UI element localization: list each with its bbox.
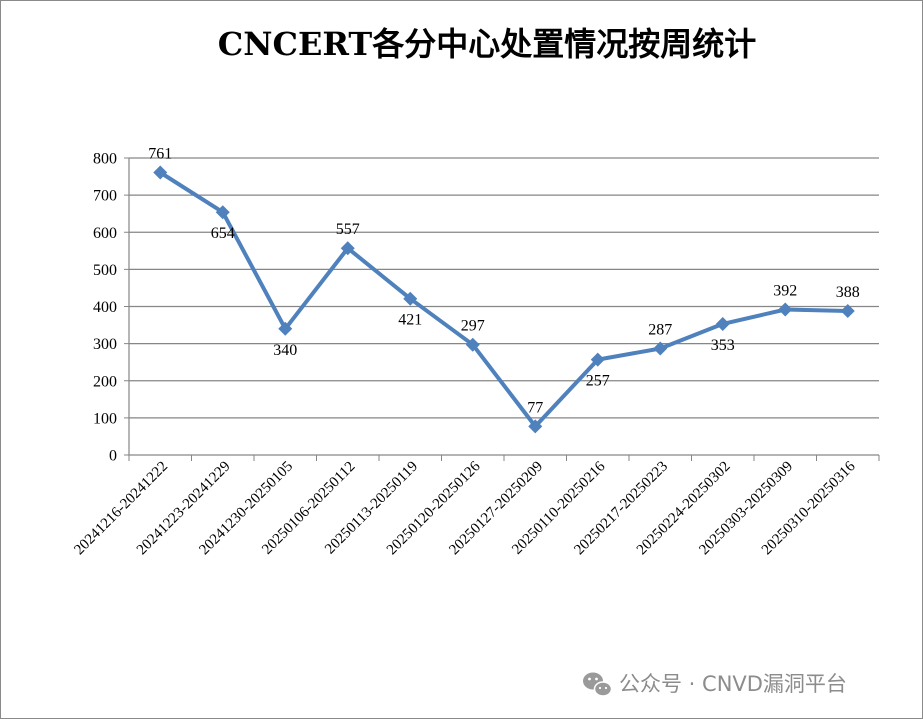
- data-point-marker: [340, 241, 355, 256]
- y-tick-label: 0: [109, 448, 117, 465]
- data-point-marker: [590, 352, 605, 367]
- y-tick-label: 700: [93, 188, 117, 205]
- series-markers: [153, 165, 855, 434]
- data-label: 388: [836, 284, 860, 301]
- chart-title: CNCERT各分中心处置情况按周统计: [218, 25, 756, 63]
- data-point-marker: [403, 291, 418, 306]
- y-tick-label: 400: [93, 299, 117, 316]
- series-line: [158, 170, 850, 429]
- y-tick-label: 800: [93, 151, 117, 168]
- data-label: 421: [398, 312, 422, 329]
- data-label: 392: [773, 282, 797, 299]
- y-axis: 0 100 200 300 400 500 600 700 800: [93, 151, 130, 465]
- data-labels: 761 654 340 557 421 297 77 257 287 353 392 388: [148, 145, 860, 416]
- y-tick-label: 600: [93, 225, 117, 242]
- data-label: 287: [648, 321, 672, 338]
- y-tick-label: 100: [93, 410, 117, 427]
- data-point-marker: [278, 321, 293, 336]
- watermark: 公众号 · CNVD漏洞平台: [583, 672, 847, 697]
- data-point-marker: [215, 205, 230, 220]
- data-label: 761: [148, 145, 172, 162]
- data-label: 297: [461, 318, 485, 335]
- data-label: 257: [586, 373, 610, 390]
- data-label: 654: [211, 225, 235, 242]
- watermark-text: 公众号 · CNVD漏洞平台: [619, 672, 847, 696]
- series-line-path: [158, 170, 850, 429]
- data-point-marker: [153, 165, 168, 180]
- data-point-marker: [715, 316, 730, 331]
- x-axis: 20241216-2024122220241223-20241229202412…: [71, 454, 880, 558]
- data-label: 557: [336, 221, 360, 238]
- data-label: 340: [273, 342, 297, 359]
- data-label: 77: [527, 399, 543, 416]
- data-label: 353: [711, 337, 735, 354]
- y-tick-label: 300: [93, 336, 117, 353]
- data-point-marker: [653, 341, 668, 356]
- wechat-icon: [583, 672, 613, 697]
- gridlines: [129, 157, 879, 419]
- data-point-marker: [528, 419, 543, 434]
- y-tick-label: 200: [93, 373, 117, 390]
- data-point-marker: [778, 302, 793, 317]
- data-point-marker: [840, 303, 855, 318]
- y-tick-label: 500: [93, 262, 117, 279]
- data-point-marker: [465, 337, 480, 352]
